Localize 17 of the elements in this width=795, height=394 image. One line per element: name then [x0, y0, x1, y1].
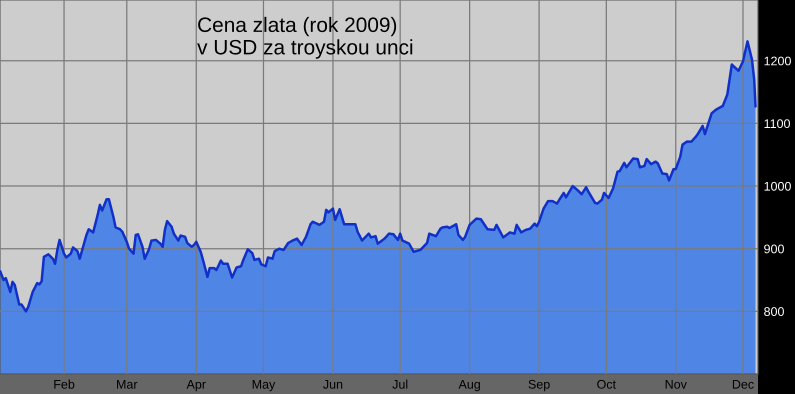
y-tick-label: 1000 [764, 182, 791, 191]
y-tick-label: 1200 [764, 56, 791, 66]
y-tick-label: 800 [764, 307, 784, 316]
x-tick-label: Dec [732, 380, 754, 389]
y-tick-label: 900 [764, 244, 784, 254]
x-tick-label: Aug [458, 380, 480, 392]
x-tick-label: Apr [186, 380, 206, 392]
text: Cena zlata (rok 2009) v USD za troyskou unci [197, 16, 412, 59]
y-tick-label: 1100 [764, 119, 790, 128]
x-tick-label: Nov [666, 380, 687, 389]
x-tick-label: Mar [117, 380, 138, 389]
x-tick-label: May [252, 380, 276, 392]
x-tick-label: Oct [597, 380, 616, 389]
x-tick-label: Jul [392, 380, 408, 389]
x-tick-label: Feb [54, 380, 74, 389]
x-tick-label: Jun [323, 380, 342, 389]
x-tick-label: Sep [528, 380, 550, 392]
